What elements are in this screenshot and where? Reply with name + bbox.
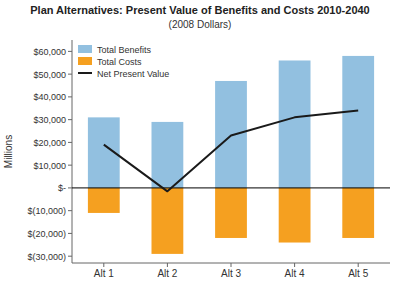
plot-area — [72, 56, 390, 254]
y-axis: $(30,000) $(20,000) $(10,000) $- $10,000 $20,… — [27, 40, 72, 263]
legend-label: Total Costs — [97, 57, 142, 67]
x-tick — [358, 263, 359, 267]
legend-swatch — [78, 45, 92, 53]
legend: Total Benefits Total Costs Net Present Val… — [78, 45, 169, 79]
x-axis: Alt 1 Alt 2 Alt 3 Alt 4 Alt 5 — [72, 263, 390, 279]
bar — [215, 188, 247, 238]
bar — [152, 122, 184, 188]
bar — [152, 188, 184, 254]
title: Plan Alternatives: Present Value of Bene… — [30, 4, 370, 16]
y-tick-label: $40,000 — [33, 92, 66, 102]
y-tick-label: $20,000 — [33, 138, 66, 148]
x-tick — [231, 263, 232, 267]
line — [104, 111, 358, 192]
bar — [215, 81, 247, 188]
bar — [342, 188, 374, 238]
y-tick-label: $60,000 — [33, 47, 66, 57]
y-tick — [68, 119, 72, 120]
chart: Plan Alternatives: Present Value of Bene… — [0, 0, 400, 283]
bar — [279, 188, 311, 243]
y-tick — [68, 256, 72, 257]
bar — [279, 60, 311, 187]
y-tick — [68, 74, 72, 75]
y-tick-label: $(30,000) — [27, 252, 66, 262]
zero-line — [72, 187, 390, 188]
legend-label: Total Benefits — [97, 45, 152, 55]
subtitle: (2008 Dollars) — [169, 19, 232, 30]
x-tick — [167, 263, 168, 267]
y-tick — [68, 210, 72, 211]
x-tick — [103, 263, 104, 267]
y-tick — [68, 187, 72, 188]
bar — [342, 56, 374, 188]
y-tick-label: $30,000 — [33, 115, 66, 125]
x-tick-label: Alt 5 — [348, 268, 368, 279]
bar — [88, 188, 120, 213]
x-tick-label: Alt 3 — [221, 268, 241, 279]
y-tick-label: $(10,000) — [27, 206, 66, 216]
y-tick-label: $50,000 — [33, 70, 66, 80]
legend-swatch — [78, 57, 92, 65]
y-axis-line — [72, 40, 73, 263]
y-tick-label: $10,000 — [33, 161, 66, 171]
legend-swatch — [78, 72, 92, 74]
x-tick-label: Alt 1 — [94, 268, 114, 279]
y-tick — [68, 142, 72, 143]
y-tick — [68, 96, 72, 97]
x-tick — [294, 263, 295, 267]
y-axis-label: Millions — [3, 135, 14, 168]
y-tick — [68, 233, 72, 234]
y-tick — [68, 51, 72, 52]
y-tick — [68, 165, 72, 166]
y-tick-label: $(20,000) — [27, 229, 66, 239]
x-tick-label: Alt 4 — [285, 268, 305, 279]
legend-label: Net Present Value — [97, 69, 169, 79]
x-tick-label: Alt 2 — [157, 268, 177, 279]
y-tick-label: $- — [58, 183, 66, 193]
